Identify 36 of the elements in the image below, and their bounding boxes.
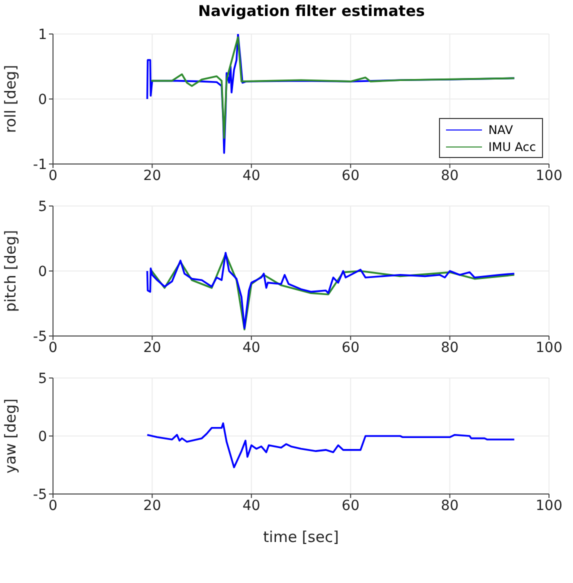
y-tick-label: 5 [38,198,47,215]
y-tick-label: -5 [33,328,47,345]
x-tick-label: 40 [242,340,260,356]
x-tick-label: 100 [536,498,562,514]
y-tick-label: -1 [33,156,47,173]
y-axis-title: roll [deg] [1,64,20,134]
chart-title: Navigation filter estimates [197,2,426,20]
y-axis-title: yaw [deg] [1,398,20,474]
x-tick-label: 0 [48,168,58,184]
y-tick-label: 1 [38,26,47,43]
x-tick-label: 100 [536,168,562,184]
x-tick-label: 80 [440,340,459,356]
line-series [150,36,516,139]
y-tick-label: 5 [38,370,47,387]
x-tick-label: 0 [48,340,58,356]
x-tick-label: 80 [440,168,459,184]
x-tick-label: 60 [342,340,360,356]
x-tick-label: 20 [143,498,162,514]
y-tick-label: 0 [38,92,47,108]
x-axis-title: time [sec] [263,528,339,546]
x-tick-label: 60 [342,498,360,514]
x-tick-label: 0 [48,498,58,514]
y-tick-label: 0 [38,428,47,445]
line-series [146,422,516,468]
x-tick-label: 60 [342,168,360,184]
x-tick-label: 20 [143,340,162,356]
legend-label: NAV [488,122,513,136]
x-tick-label: 80 [440,498,459,514]
x-tick-label: 20 [143,168,162,184]
legend-label: IMU Acc [488,140,536,154]
x-tick-label: 100 [536,340,562,356]
x-tick-label: 40 [242,498,260,514]
y-tick-label: 0 [38,264,47,280]
x-tick-label: 40 [242,168,260,184]
y-tick-label: -5 [33,486,47,503]
y-axis-title: pitch [deg] [1,230,20,312]
